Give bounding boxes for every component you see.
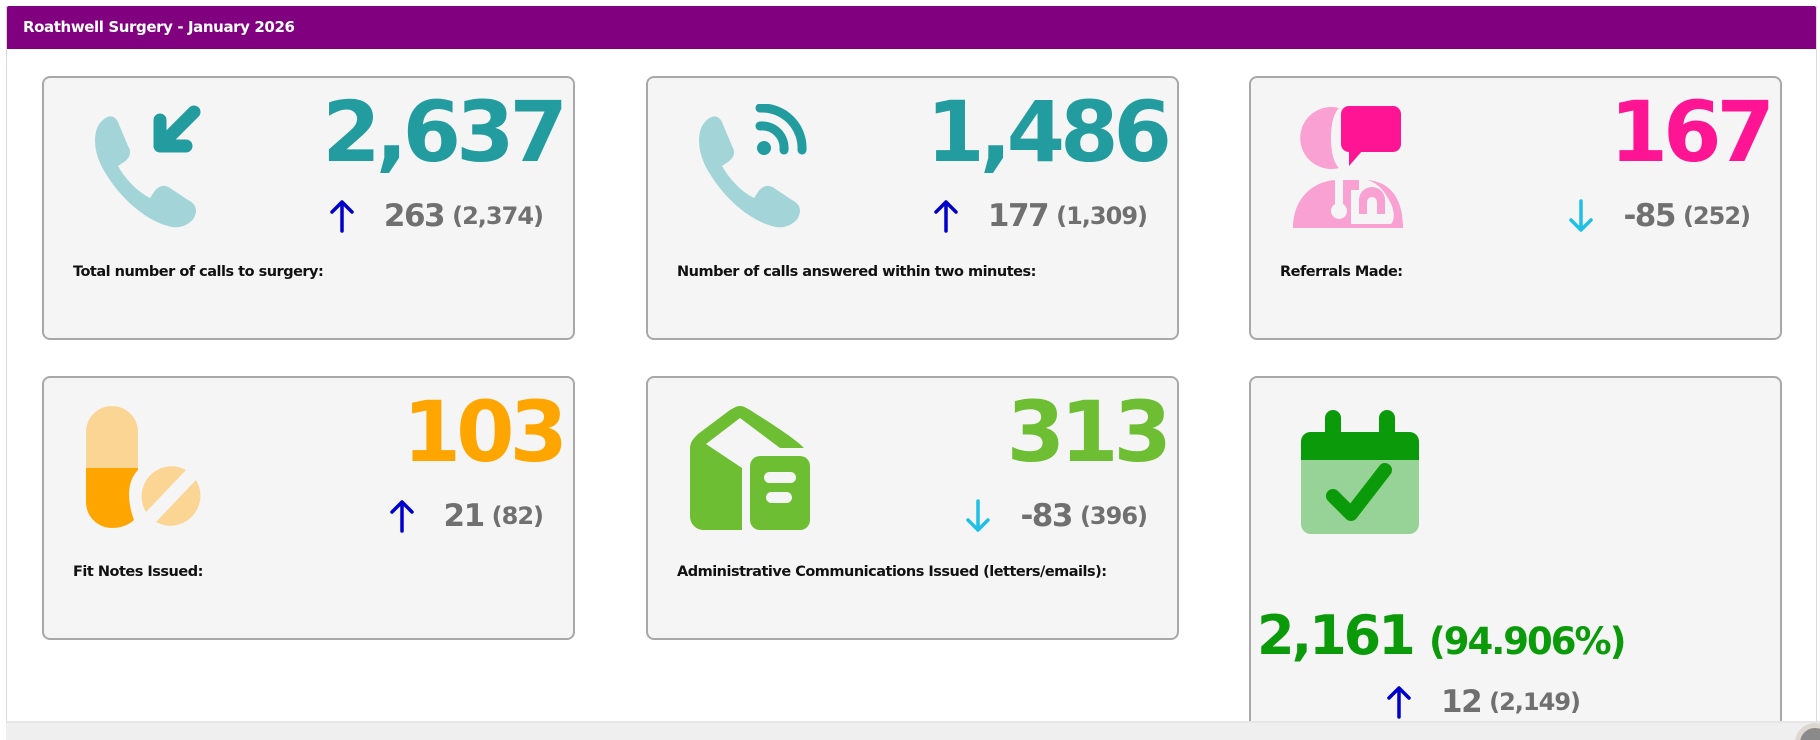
previous-value: (396) xyxy=(1079,502,1148,530)
change-value: -85 xyxy=(1623,198,1676,234)
card-appointments: 2,161 (94.906%) 12 (2,149) xyxy=(1249,376,1782,736)
metric-label: Referrals Made: xyxy=(1280,264,1403,280)
horizontal-scrollbar[interactable] xyxy=(6,721,1820,740)
metric-value: 2,161 xyxy=(1257,604,1416,667)
previous-value: (2,374) xyxy=(452,202,544,230)
metric-change: 177 (1,309) xyxy=(934,194,1148,238)
metric-change: 21 (82) xyxy=(389,494,544,538)
metric-value: 103 xyxy=(402,383,568,481)
metric-value: 313 xyxy=(1006,383,1172,481)
doctor-chat-icon xyxy=(1293,106,1403,228)
arrow-down-icon xyxy=(1569,199,1594,232)
metric-label: Total number of calls to surgery: xyxy=(73,264,324,280)
page-title: Roathwell Surgery - January 2026 xyxy=(23,18,295,36)
dashboard-page: Roathwell Surgery - January 2026 2,637 2… xyxy=(6,6,1817,740)
arrow-down-icon xyxy=(966,499,991,532)
metric-value: 2,637 xyxy=(322,83,568,181)
phone-signal-icon xyxy=(699,104,807,228)
floating-action-button[interactable] xyxy=(1795,723,1820,740)
change-value: -83 xyxy=(1020,498,1073,534)
arrow-up-icon xyxy=(934,200,958,233)
card-referrals: 167 -85 (252) Referrals Made: xyxy=(1249,76,1782,340)
metric-change: -85 (252) xyxy=(1569,194,1751,238)
previous-value: (82) xyxy=(491,502,544,530)
building-document-icon xyxy=(690,406,810,530)
pills-icon xyxy=(86,406,201,528)
card-admin-communications: 313 -83 (396) Administrative Communicati… xyxy=(646,376,1179,640)
page-header: Roathwell Surgery - January 2026 xyxy=(7,6,1816,49)
change-value: 21 xyxy=(443,498,486,534)
metric-label: Fit Notes Issued: xyxy=(73,564,203,580)
change-value: 177 xyxy=(987,198,1050,234)
arrow-up-icon xyxy=(389,500,414,533)
metric-label: Number of calls answered within two minu… xyxy=(677,264,1036,280)
metric-value: 167 xyxy=(1609,83,1775,181)
metric-change: 263 (2,374) xyxy=(330,194,544,238)
change-value: 12 xyxy=(1441,684,1483,720)
previous-value: (2,149) xyxy=(1489,688,1581,716)
metric-percentage: (94.906%) xyxy=(1428,620,1627,663)
card-fit-notes: 103 21 (82) Fit Notes Issued: xyxy=(42,376,575,640)
arrow-up-icon xyxy=(330,200,354,233)
calendar-check-icon xyxy=(1301,410,1419,534)
metric-change: 12 (2,149) xyxy=(1387,680,1581,724)
card-calls-answered: 1,486 177 (1,309) Number of calls answer… xyxy=(646,76,1179,340)
metric-value-with-percentage: 2,161 (94.906%) xyxy=(1257,604,1627,667)
metric-change: -83 (396) xyxy=(966,494,1148,538)
change-value: 263 xyxy=(383,198,446,234)
incoming-call-icon xyxy=(95,105,201,228)
metric-label: Administrative Communications Issued (le… xyxy=(677,564,1107,580)
previous-value: (1,309) xyxy=(1056,202,1148,230)
card-total-calls: 2,637 263 (2,374) Total number of calls … xyxy=(42,76,575,340)
previous-value: (252) xyxy=(1682,202,1751,230)
arrow-up-icon xyxy=(1387,686,1411,719)
metric-value: 1,486 xyxy=(926,83,1172,181)
